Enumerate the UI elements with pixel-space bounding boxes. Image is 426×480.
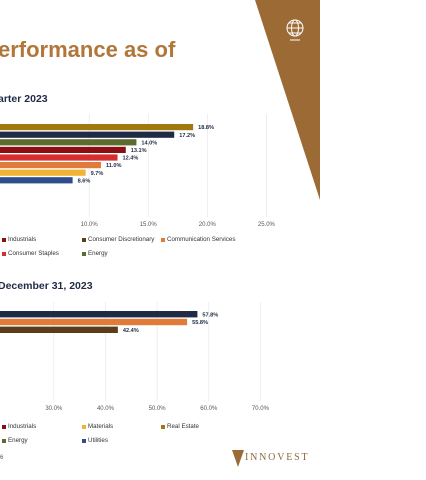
globe-icon — [286, 19, 304, 41]
legend-label: Industrials — [8, 423, 37, 430]
bar-value-label: 9.7% — [91, 171, 104, 177]
bar — [0, 318, 188, 326]
legend-swatch — [2, 438, 6, 443]
innovest-logo-icon — [232, 450, 244, 467]
x-tick-label: 20.0% — [199, 222, 217, 228]
legend-swatch — [82, 251, 86, 256]
legend-label: Consumer Staples — [8, 250, 59, 257]
bar-value-label: 13.1% — [131, 148, 147, 154]
x-tick-label: 50.0% — [149, 406, 167, 412]
logo-triangle-shape — [232, 450, 244, 467]
bar — [0, 146, 126, 153]
legend-item: Materials — [82, 423, 113, 430]
x-tick-label: 25.0% — [258, 222, 276, 228]
legend-item: Energy — [82, 250, 108, 257]
legend-label: Consumer Discretionary — [88, 236, 155, 243]
bar-value-label: 18.8% — [198, 125, 214, 131]
bar — [0, 311, 198, 318]
page-title: erformance as of — [0, 37, 176, 62]
bar — [0, 162, 101, 169]
x-tick-label: 40.0% — [97, 406, 115, 412]
legend-item: Consumer Staples — [2, 250, 59, 257]
bar-value-label: 14.0% — [141, 140, 157, 146]
bar-value-label: 17.2% — [179, 133, 195, 139]
bar — [0, 139, 137, 146]
bar — [0, 177, 73, 184]
bar-value-label: 55.8% — [192, 320, 208, 326]
bar-value-label: 57.8% — [202, 312, 218, 318]
legend-item: Consumer Discretionary — [82, 236, 154, 243]
legend-item: Industrials — [2, 423, 36, 430]
legend-swatch — [2, 424, 6, 429]
chart2-title: December 31, 2023 — [0, 280, 93, 292]
x-tick-label: 70.0% — [252, 406, 270, 412]
legend-item: Communication Services — [161, 236, 235, 243]
bar — [0, 131, 175, 138]
page-number: 6 — [0, 455, 4, 461]
x-tick-label: 60.0% — [200, 406, 218, 412]
chart1: 18.8%17.2% 14.0% 13.1% 12.4%11.0%9.7%8.6% 1… — [0, 114, 276, 228]
bar — [0, 154, 118, 161]
bar-value-label: 11.0% — [106, 163, 122, 169]
legend-swatch — [82, 438, 86, 443]
legend-swatch — [2, 237, 6, 242]
legend-label: Real Estate — [167, 423, 199, 430]
legend-swatch — [2, 251, 6, 256]
bar-value-label: 42.4% — [123, 328, 139, 334]
bar — [0, 169, 86, 176]
legend-label: Energy — [8, 437, 28, 444]
x-tick-label: 30.0% — [45, 406, 63, 412]
legend-swatch — [82, 424, 86, 429]
legend-swatch — [82, 237, 86, 242]
bar — [0, 124, 194, 131]
legend-label: Communication Services — [167, 236, 236, 243]
legend-swatch — [161, 424, 165, 429]
innovest-logo-text: INNOVEST — [245, 452, 310, 463]
legend-item: Real Estate — [161, 423, 199, 430]
x-tick-label: 15.0% — [140, 222, 158, 228]
bar — [0, 326, 118, 333]
legend-item: Energy — [2, 437, 28, 444]
legend-item: Industrials — [2, 236, 36, 243]
bar-value-label: 12.4% — [123, 156, 139, 162]
legend-label: Industrials — [8, 236, 37, 243]
chart2: 57.8% 55.8% 42.4% 30.0% 40.0% 50.0% 60.0% 70.0… — [0, 302, 270, 412]
legend-item: Utilities — [82, 437, 108, 444]
legend-swatch — [161, 237, 165, 242]
bar-value-label: 8.6% — [78, 178, 91, 184]
legend-label: Materials — [88, 423, 114, 430]
brown-triangle-shape — [255, 0, 320, 200]
legend-label: Utilities — [88, 437, 108, 444]
chart1-title: arter 2023 — [0, 93, 48, 105]
legend-label: Energy — [88, 250, 108, 257]
x-tick-label: 10.0% — [81, 222, 99, 228]
